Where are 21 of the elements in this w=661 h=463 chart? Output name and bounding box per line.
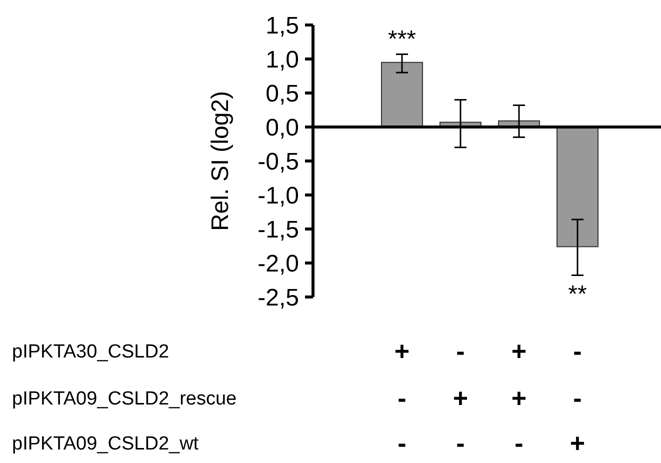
y-tick-label: 0,0 [266,114,299,142]
y-tick-label: 0,5 [266,80,299,108]
y-tick-label: -2,0 [258,250,299,278]
x-tick-label: - - + [570,336,586,458]
bar [556,126,598,248]
x-tick-label: + - - [394,336,410,458]
y-tick-label: 1,0 [266,46,299,74]
annotation: ** [568,281,587,308]
y-tick-label: -1,0 [258,182,299,210]
y-tick-label: 1,5 [266,12,299,40]
y-tick-label: -0,5 [258,148,299,176]
text: pIPKTA09_CSLD2_wt [12,434,200,455]
x-tick-label: - + - [452,336,468,458]
annotation: *** [388,26,416,53]
y-tick-label: -1,5 [258,216,299,244]
bar [381,62,423,128]
text: pIPKTA09_CSLD2_rescue [12,388,237,410]
x-tick-label: + + - [511,336,527,458]
y-tick-label: -2,5 [258,284,299,312]
y-axis-title: Rel. SI (log2) [207,90,234,232]
text: pIPKTA30_CSLD2 [12,342,170,363]
